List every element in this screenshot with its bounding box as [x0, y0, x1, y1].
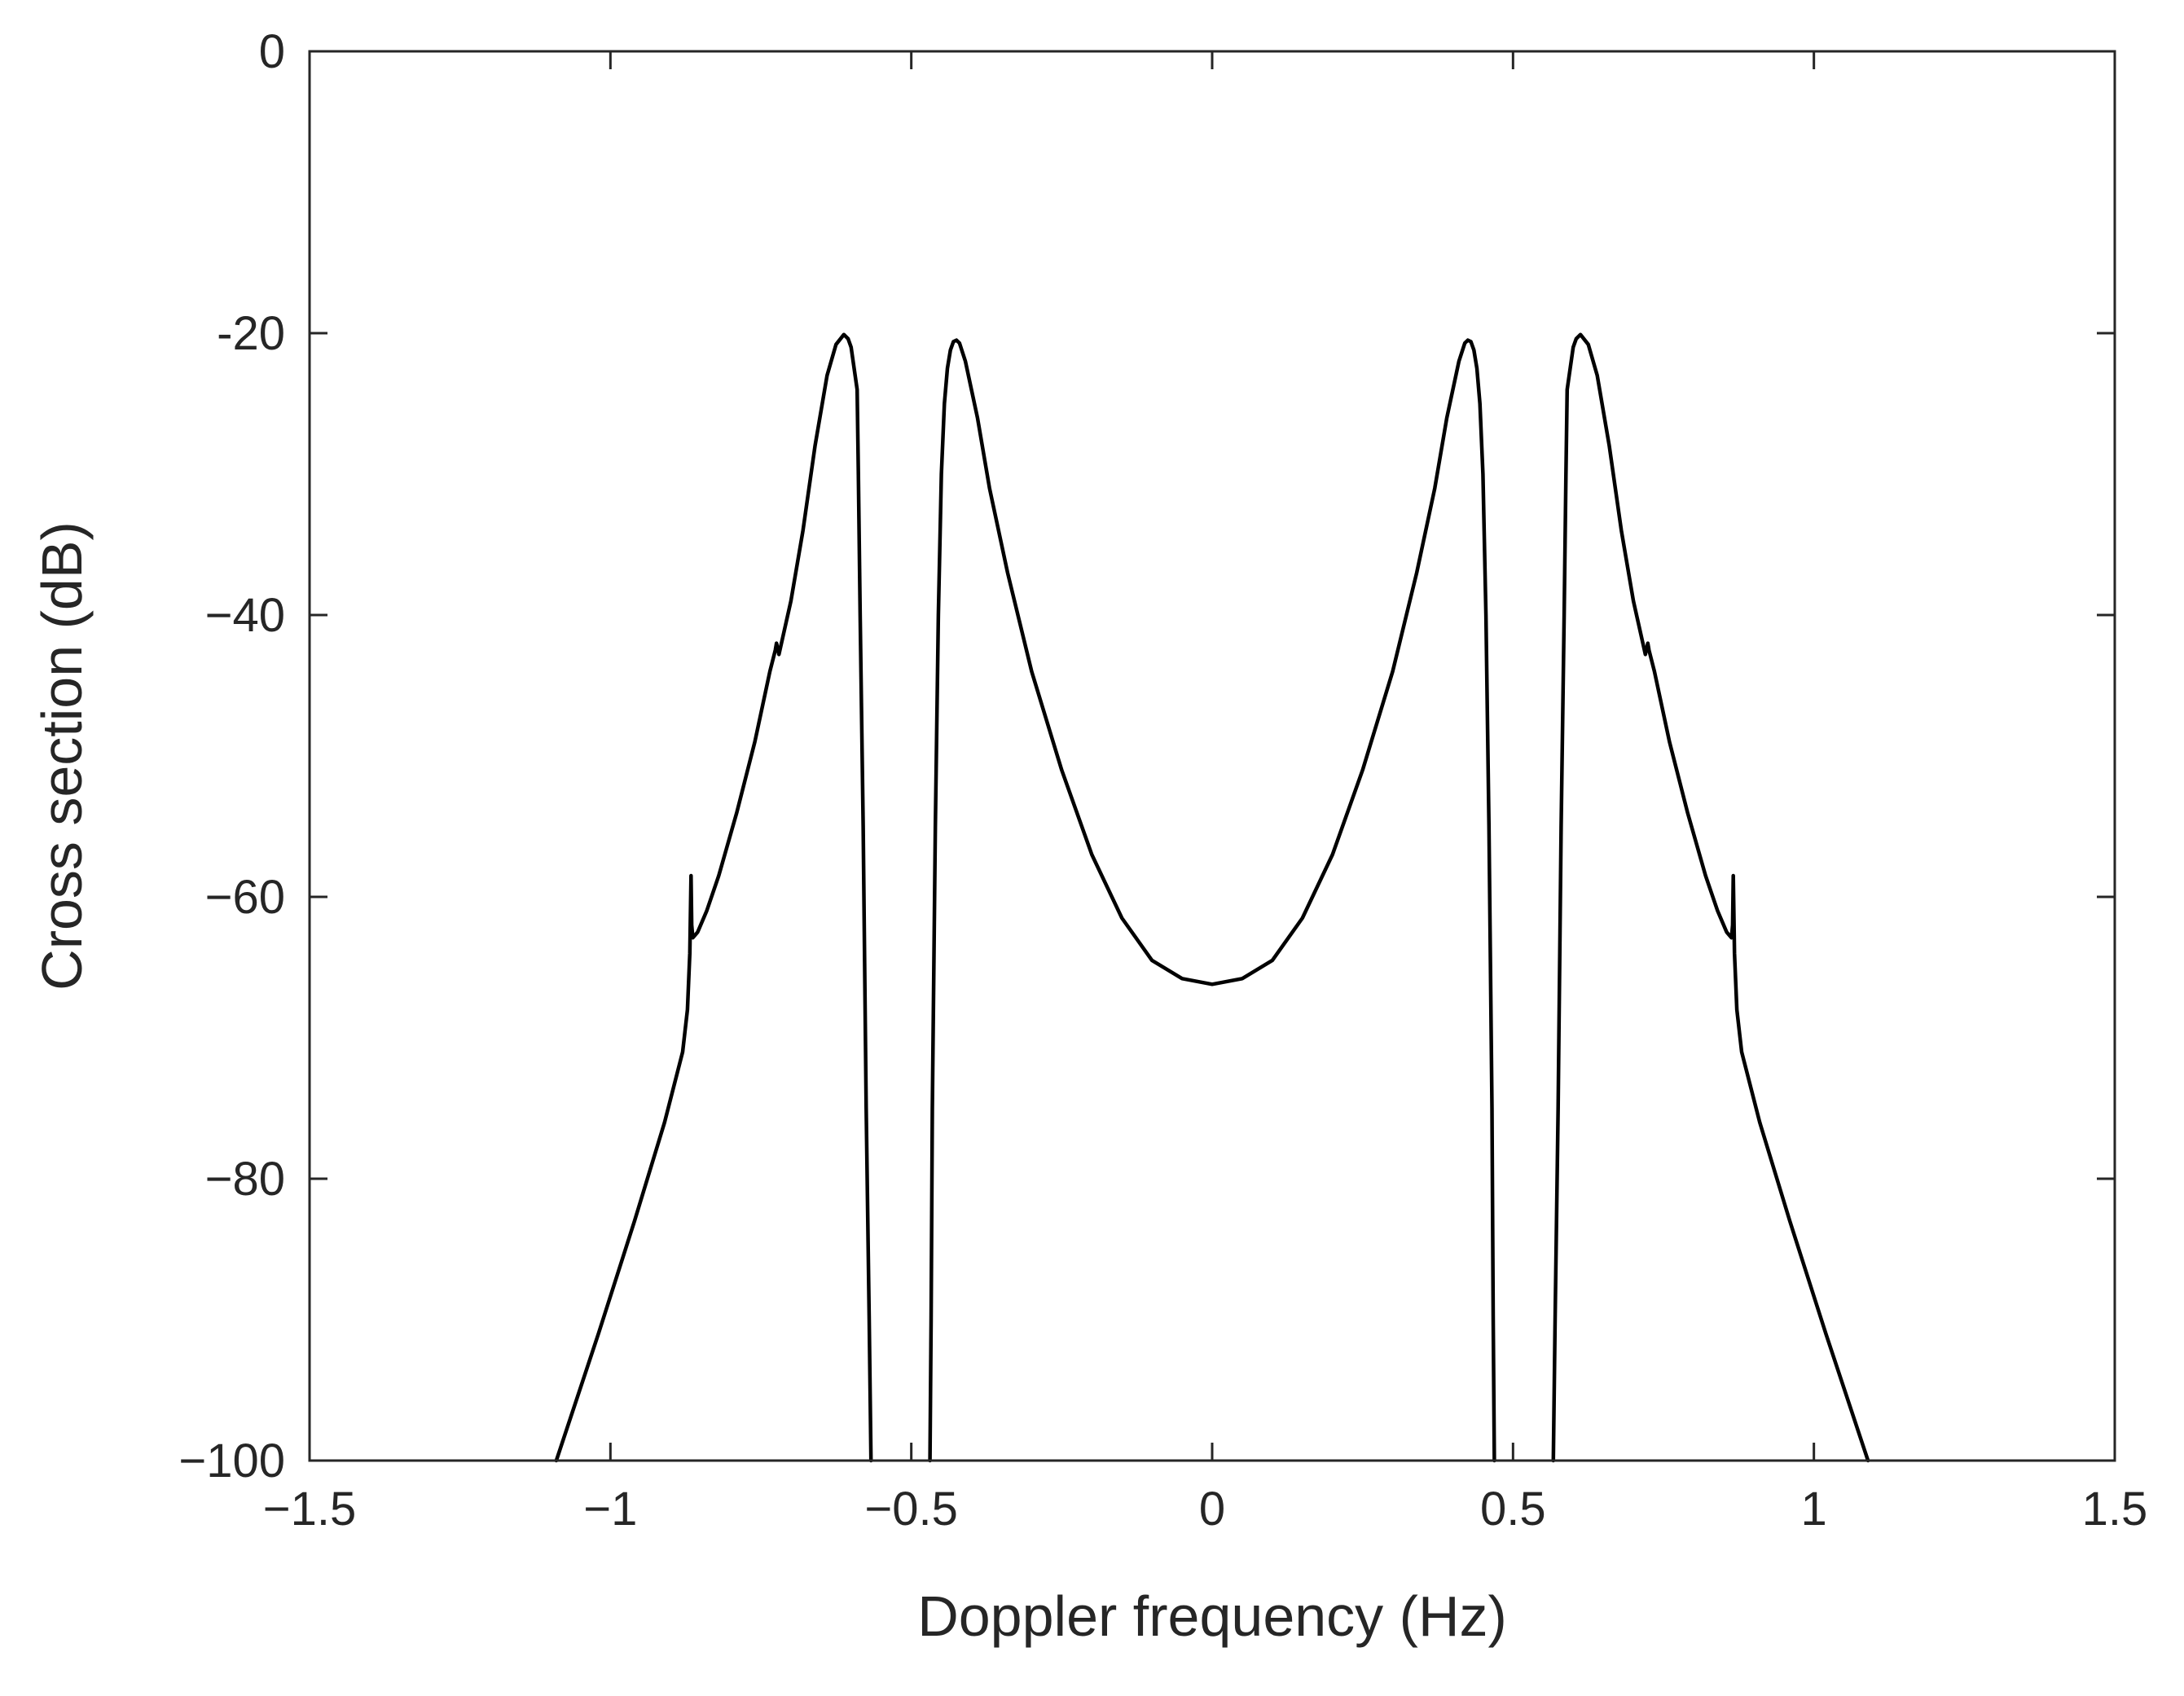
x-tick-label: −0.5	[864, 1483, 958, 1536]
y-axis-label: Cross section (dB)	[30, 521, 94, 991]
y-tick-label: −100	[178, 1435, 285, 1487]
plot-frame	[308, 50, 2116, 1462]
plot-area	[310, 51, 2115, 1461]
x-tick-label: −1.5	[263, 1483, 357, 1536]
x-axis-label: Doppler frequency (Hz)	[917, 1584, 1507, 1648]
series-line-segment	[554, 332, 873, 1463]
y-tick-labels: 0 -20 −40 −60 −80 −100	[178, 25, 285, 1487]
x-tick-label: 0	[1199, 1483, 1225, 1536]
y-tick-label: -20	[217, 307, 285, 360]
series-line-segment	[1551, 332, 1870, 1463]
y-tick-label: 0	[259, 25, 285, 78]
y-tick-label: −60	[205, 871, 285, 924]
x-tick-label: −1	[583, 1483, 637, 1536]
series-line-segment	[928, 338, 1496, 1463]
y-tick-label: −80	[205, 1153, 285, 1206]
y-tick-label: −40	[205, 589, 285, 642]
series-group	[554, 332, 1870, 1463]
x-tick-label: 1	[1801, 1483, 1827, 1536]
x-tick-labels: −1.5 −1 −0.5 0 0.5 1 1.5	[263, 1483, 2148, 1536]
x-tick-label: 1.5	[2082, 1483, 2148, 1536]
x-tick-label: 0.5	[1480, 1483, 1546, 1536]
